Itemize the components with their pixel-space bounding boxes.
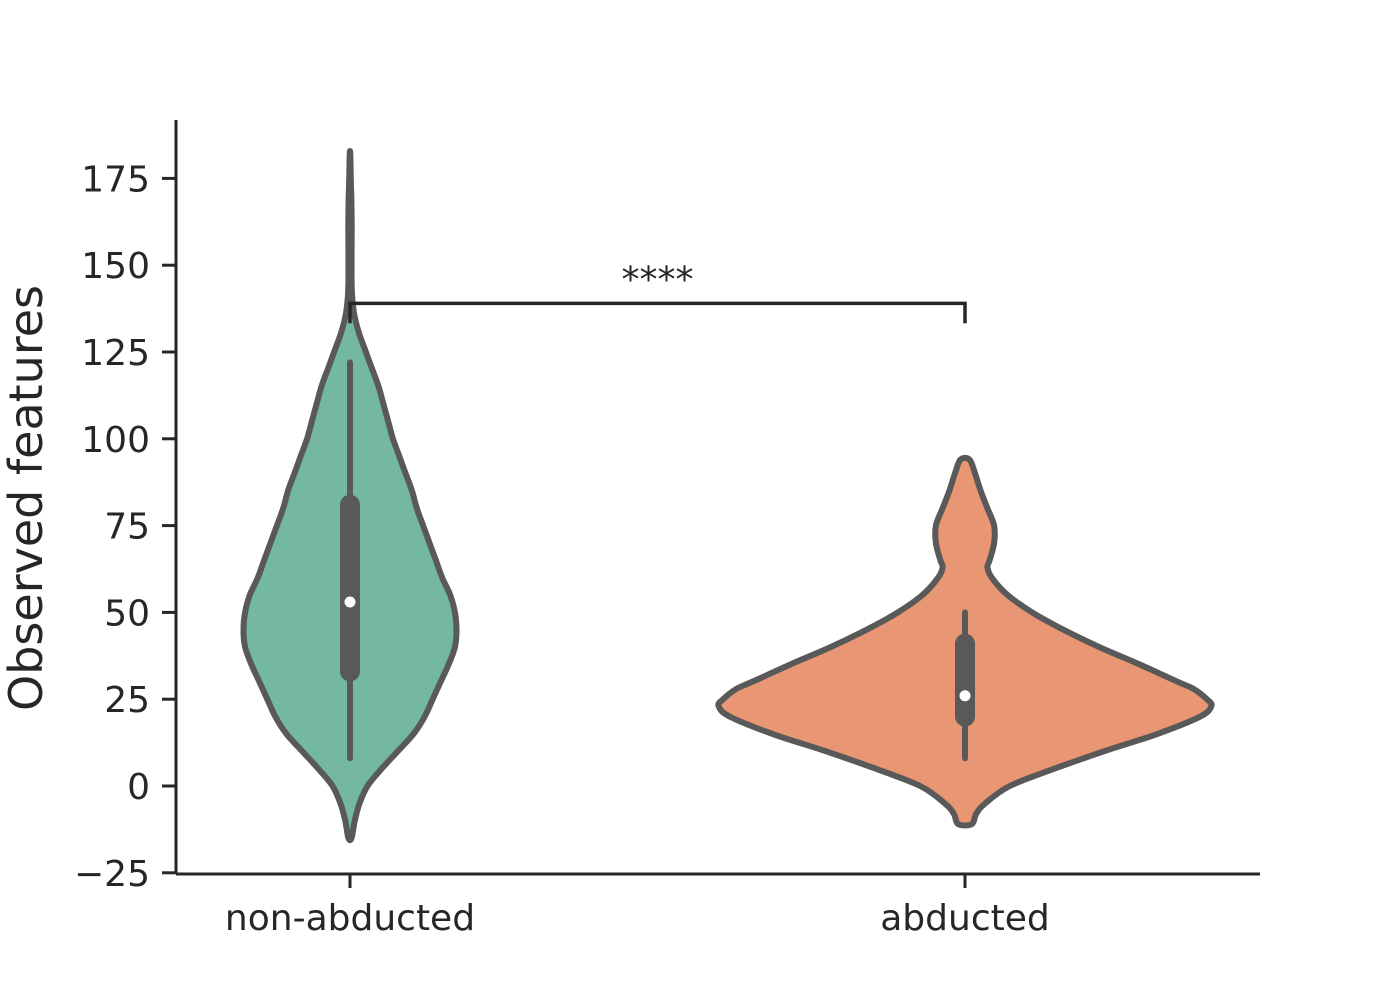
median-dot-non-abducted: [344, 596, 356, 608]
median-dot-abducted: [959, 690, 971, 702]
x-tick-label: non-abducted: [225, 898, 475, 939]
y-tick-label: 150: [81, 246, 150, 287]
y-tick-label: 175: [81, 159, 150, 200]
annotations-layer: ****: [348, 259, 967, 324]
violins-layer: [240, 148, 1215, 844]
y-tick-label: 100: [81, 420, 150, 461]
y-tick-label: −25: [74, 854, 150, 895]
y-tick-label: 75: [104, 507, 150, 548]
y-tick-label: 25: [104, 680, 150, 721]
significance-bracket: [348, 301, 967, 324]
y-tick-label: 50: [104, 593, 150, 634]
x-tick-label: abducted: [880, 898, 1050, 939]
significance-label: ****: [622, 259, 694, 300]
axes-layer: −25 0 25 50 75 100 125 150 175 non-abducted abduct…: [74, 120, 1260, 939]
y-tick-label: 0: [127, 767, 150, 808]
y-tick-label: 125: [81, 333, 150, 374]
y-axis-title: Observed features: [0, 285, 53, 711]
